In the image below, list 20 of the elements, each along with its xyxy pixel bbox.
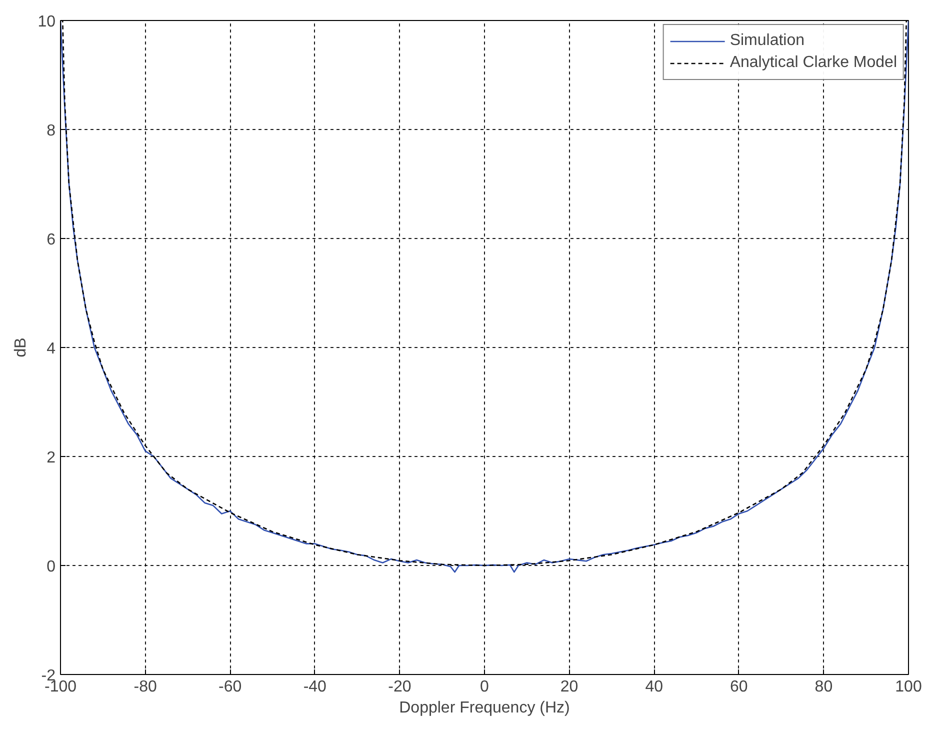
- y-tick-label: 4: [46, 340, 56, 358]
- x-tick-label: 20: [560, 678, 578, 696]
- x-tick-label: 100: [895, 678, 922, 696]
- x-tick-label: 0: [480, 678, 490, 696]
- x-tick-label: 80: [814, 678, 833, 696]
- y-axis-title: dB: [12, 338, 30, 358]
- y-tick-label: 2: [46, 450, 56, 466]
- x-tick-label: 40: [645, 678, 664, 696]
- legend-label: Analytical Clarke Model: [730, 54, 897, 72]
- y-tick-label: 6: [46, 232, 56, 248]
- x-tick-label: 60: [730, 678, 748, 696]
- x-tick-label: -40: [303, 678, 327, 696]
- y-tick-label: 8: [46, 122, 56, 140]
- x-tick-label: -60: [218, 678, 242, 696]
- x-tick-label: -80: [134, 678, 157, 696]
- x-axis-title: Doppler Frequency (Hz): [399, 700, 570, 716]
- y-tick-label: 10: [38, 14, 56, 30]
- y-tick-label: 0: [46, 558, 56, 576]
- legend-label: Simulation: [730, 32, 805, 50]
- x-tick-label: -20: [388, 678, 412, 696]
